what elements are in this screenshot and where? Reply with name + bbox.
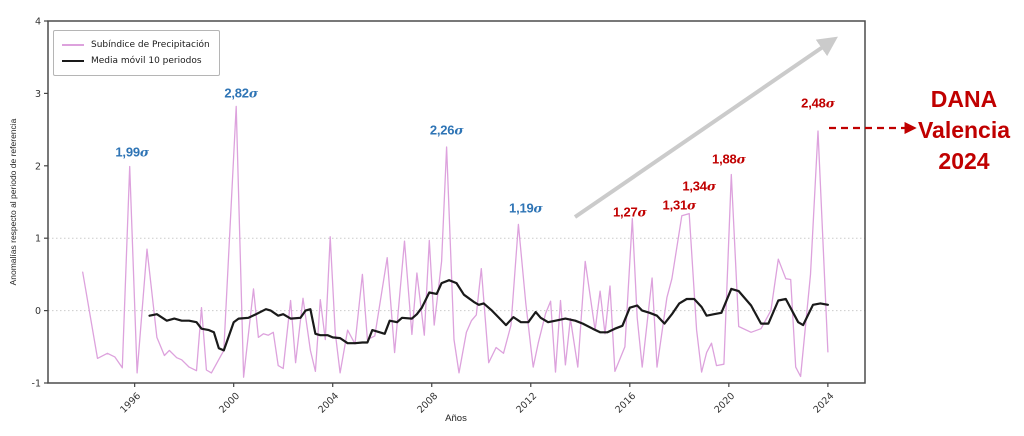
dana-line-1: DANA	[930, 86, 998, 112]
sigma-annotation: 1,88σ	[712, 151, 746, 167]
x-axis-title: Años	[445, 413, 467, 424]
pink-line-swatch	[62, 44, 84, 46]
x-tick-label: 2024	[811, 391, 836, 416]
x-tick-label: 2012	[514, 391, 539, 416]
legend-label-precipitation: Subíndice de Precipitación	[91, 40, 210, 50]
y-tick-label: 2	[35, 161, 41, 172]
sigma-annotation: 1,31σ	[662, 197, 697, 213]
y-axis-title: Anomalías respecto al periodo de referen…	[8, 118, 18, 286]
sigma-annotation: 1,99σ	[115, 144, 149, 160]
dana-line-3: 2024	[938, 148, 990, 174]
x-tick-label: 2000	[217, 391, 242, 416]
sigma-annotation: 1,34σ	[682, 178, 716, 194]
y-tick-label: 1	[35, 234, 41, 245]
x-tick-label: 2008	[415, 391, 440, 416]
y-tick-label: 4	[35, 17, 41, 28]
legend-item-moving-average: Media móvil 10 periodos	[62, 53, 210, 69]
trend-arrow	[573, 36, 838, 219]
sigma-annotation: 2,82σ	[224, 85, 258, 101]
y-tick-label: 0	[35, 306, 41, 317]
y-tick-label: -1	[32, 379, 41, 390]
x-tick-label: 2016	[613, 391, 638, 416]
sigma-annotation: 2,48σ	[801, 95, 835, 111]
legend-item-precipitation: Subíndice de Precipitación	[62, 37, 210, 53]
dana-valencia-label: DANA Valencia 2024	[898, 84, 1024, 177]
precipitation-line	[82, 105, 829, 378]
moving-average-line	[148, 279, 830, 352]
sigma-annotation: 1,27σ	[613, 204, 647, 220]
legend: Subíndice de Precipitación Media móvil 1…	[53, 30, 220, 76]
sigma-annotation: 1,19σ	[509, 200, 543, 216]
x-tick-label: 2020	[712, 391, 737, 416]
legend-label-moving-average: Media móvil 10 periodos	[91, 56, 202, 66]
y-tick-label: 3	[35, 89, 41, 100]
black-line-swatch	[62, 59, 84, 63]
x-tick-label: 1996	[118, 391, 143, 416]
plot-frame	[47, 20, 866, 384]
x-tick-label: 2004	[316, 391, 341, 416]
sigma-annotation: 2,26σ	[429, 122, 464, 138]
dana-line-2: Valencia	[917, 117, 1011, 143]
